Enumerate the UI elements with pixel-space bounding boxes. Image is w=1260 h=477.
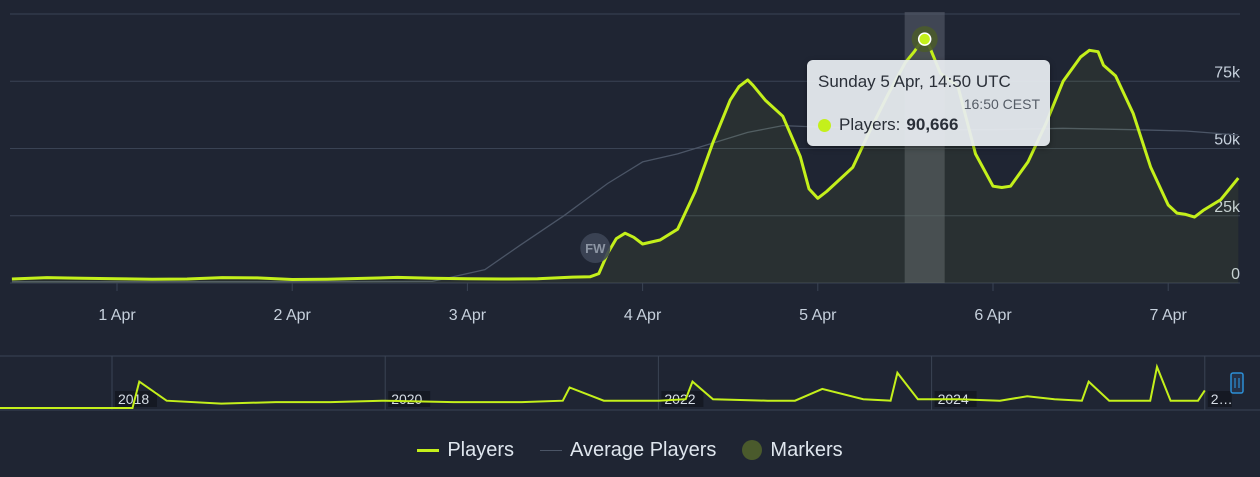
x-tick-label: 2 Apr xyxy=(274,307,312,324)
tooltip-series-dot-icon xyxy=(818,118,831,132)
y-tick-label: 0 xyxy=(1231,266,1240,283)
players-line-icon xyxy=(417,448,440,452)
marker-label: FW xyxy=(585,241,606,256)
x-tick-label: 1 Apr xyxy=(98,307,136,324)
tooltip-title: Sunday 5 Apr, 14:50 UTC xyxy=(818,72,1011,91)
tooltip-series-label: Players: xyxy=(839,115,901,134)
y-tick-label: 25k xyxy=(1214,199,1241,216)
average-players-line xyxy=(11,124,1239,283)
legend-item-average-players[interactable]: Average Players xyxy=(540,439,716,462)
legend-item-markers[interactable]: Markers xyxy=(742,438,843,462)
legend-label-average-players: Average Players xyxy=(570,438,717,461)
tooltip-row: Players: 90,666 xyxy=(818,115,958,135)
x-tick-label: 7 Apr xyxy=(1150,307,1188,324)
x-tick-label: 4 Apr xyxy=(624,307,662,324)
legend-label-players: Players xyxy=(447,438,515,461)
tooltip-subtitle: 16:50 CEST xyxy=(963,96,1040,112)
legend-label-markers: Markers xyxy=(770,438,843,461)
hover-point[interactable] xyxy=(917,32,932,46)
y-tick-label: 50k xyxy=(1214,132,1241,149)
navigator-year-label: 2… xyxy=(1211,391,1233,407)
legend-item-players[interactable]: Players xyxy=(417,439,514,462)
navigator-label-bg xyxy=(115,391,157,407)
tooltip-value: 90,666 xyxy=(906,115,959,134)
y-tick-label: 75k xyxy=(1214,64,1241,81)
average-line-icon xyxy=(540,449,563,451)
navigator-line xyxy=(0,363,1206,409)
x-tick-label: 5 Apr xyxy=(799,307,837,324)
chart-tooltip: Sunday 5 Apr, 14:50 UTC 16:50 CEST Playe… xyxy=(807,60,1050,146)
players-area xyxy=(11,39,1239,283)
navigator-range-handle[interactable] xyxy=(1230,372,1244,394)
navigator-year-label: 2018 xyxy=(118,391,149,407)
marker-dot-icon xyxy=(742,440,763,460)
players-line xyxy=(11,37,1240,281)
navigator-label-bg xyxy=(388,391,431,407)
x-tick-label: 6 Apr xyxy=(974,307,1012,324)
navigator-label-bg xyxy=(1207,391,1232,407)
marker-badge[interactable] xyxy=(580,233,611,263)
chart-legend: Players Average Players Markers xyxy=(0,432,1260,468)
navigator-year-label: 2020 xyxy=(391,391,422,407)
x-tick-label: 3 Apr xyxy=(449,307,487,324)
